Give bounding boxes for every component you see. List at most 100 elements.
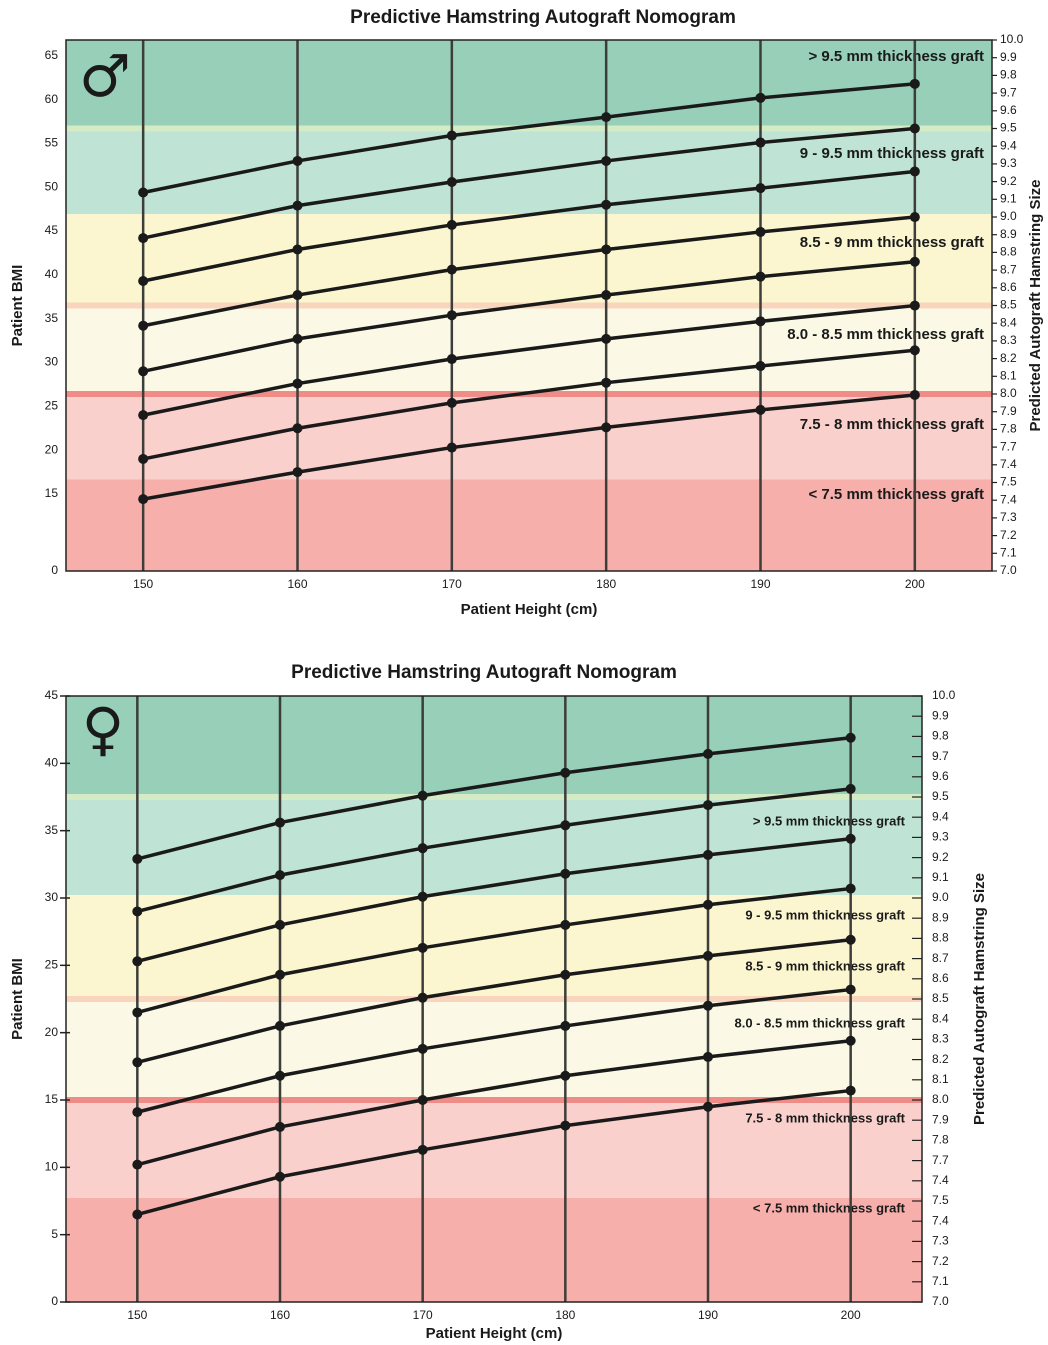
data-point [601,377,612,388]
y-axis-title: Patient BMI [9,265,26,347]
data-point [417,891,428,902]
data-point [138,494,149,505]
data-point [845,833,856,844]
x-tick-label: 180 [596,577,616,591]
y-tick-label: 45 [45,223,59,237]
y-tick-label: 0 [51,563,58,577]
data-point [703,748,713,759]
zone-label: 7.5 - 8 mm thickness graft [745,1110,905,1125]
data-point [138,410,149,421]
y-tick-label: 55 [45,136,59,150]
data-point [909,389,920,400]
data-point [560,969,571,980]
y2-tick-label: 9.8 [1000,68,1017,82]
series-line [136,787,851,914]
x-tick-label: 160 [270,1308,290,1322]
data-point [292,244,303,255]
y2-tick-label: 8.0 [932,1092,949,1106]
zone-label: 9 - 9.5 mm thickness graft [745,907,905,922]
series-line [136,886,851,1015]
data-point [703,899,713,910]
y-tick-label: 35 [45,823,59,837]
y2-tick-label: 8.9 [932,910,949,924]
y2-tick-label: 9.1 [1000,191,1017,205]
data-point [275,919,285,930]
y2-tick-label: 9.5 [1000,121,1017,135]
y2-tick-label: 9.2 [1000,174,1017,188]
data-point [132,1159,143,1170]
data-point [909,78,920,89]
zone-label: < 7.5 mm thickness graft [809,486,985,503]
zone-edge [66,1097,922,1103]
data-point [560,1120,571,1131]
data-point [560,868,571,879]
y2-tick-label: 7.2 [1000,528,1017,542]
data-point [601,199,612,210]
data-point [755,137,766,148]
zone-edge [66,895,922,901]
y2-tick-label: 9.0 [1000,209,1017,223]
data-point [845,783,856,794]
y2-axis-title: Predicted Autograft Hamstring Size [971,873,988,1125]
y2-tick-label: 9.7 [932,749,949,763]
series-line [136,1039,851,1167]
y2-tick-label: 8.8 [932,931,949,945]
data-point [755,361,766,372]
series-line [136,1088,851,1217]
y2-tick-label: 10.0 [932,688,956,702]
y-tick-label: 30 [45,355,59,369]
y2-tick-label: 9.3 [932,830,949,844]
zone-label: < 7.5 mm thickness graft [753,1200,906,1215]
x-axis-title: Patient Height (cm) [461,601,598,618]
data-point [292,378,303,389]
zone-band [66,40,992,129]
y2-tick-label: 8.0 [1000,386,1017,400]
y2-tick-label: 9.8 [932,729,949,743]
zone-band [66,1201,922,1302]
data-point [909,123,920,134]
data-point [601,244,612,255]
data-point [755,183,766,194]
zone-label: > 9.5 mm thickness graft [753,813,906,828]
data-point [132,853,143,864]
y2-tick-label: 8.6 [1000,280,1017,294]
data-point [446,354,457,365]
y2-tick-label: 8.2 [1000,351,1017,365]
y2-tick-label: 9.9 [1000,50,1017,64]
data-point [601,333,612,344]
y2-tick-label: 8.2 [932,1052,949,1066]
zone-label: 8.5 - 9 mm thickness graft [800,234,984,251]
x-tick-label: 150 [127,1308,147,1322]
data-point [275,817,285,828]
zone-edge [66,214,992,220]
data-point [909,345,920,356]
data-point [703,950,713,961]
y-tick-label: 0 [51,1294,58,1308]
data-point [292,467,303,478]
y2-tick-label: 7.8 [1000,422,1017,436]
series-line [136,837,851,963]
y2-tick-label: 9.7 [1000,85,1017,99]
data-point [275,870,285,881]
zone-band [66,482,992,571]
data-point [417,1043,428,1054]
sex-symbol: ♂ [79,42,131,110]
y2-tick-label: 9.6 [1000,103,1017,117]
x-tick-label: 200 [841,1308,861,1322]
zone-label: 9 - 9.5 mm thickness graft [800,145,984,162]
data-point [909,300,920,311]
y-tick-label: 15 [45,486,59,500]
y-tick-label: 5 [51,1227,58,1241]
y2-tick-label: 7.4 [1000,492,1017,506]
data-point [601,290,612,301]
data-point [138,320,149,331]
data-point [417,790,428,801]
y2-tick-label: 8.5 [1000,298,1017,312]
data-point [446,397,457,408]
zone-band [66,696,922,797]
y2-tick-label: 7.5 [1000,475,1017,489]
y2-tick-label: 9.6 [932,769,949,783]
y2-axis-title: Predicted Autograft Hamstring Size [1027,180,1044,432]
y2-tick-label: 9.2 [932,850,949,864]
